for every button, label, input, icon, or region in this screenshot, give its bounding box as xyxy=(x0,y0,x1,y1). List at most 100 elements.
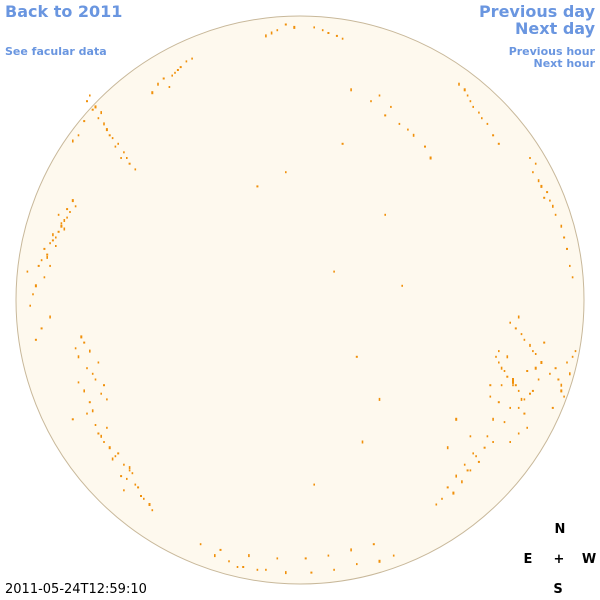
facula-point xyxy=(123,151,125,154)
facula-point xyxy=(270,31,273,35)
facula-point xyxy=(392,554,395,557)
facula-point xyxy=(472,105,474,108)
facula-point xyxy=(265,34,267,38)
next-hour-link[interactable]: Next hour xyxy=(533,57,596,70)
facula-point xyxy=(341,37,344,40)
facula-point xyxy=(111,457,114,461)
facula-point xyxy=(34,338,37,341)
facula-point xyxy=(455,474,457,478)
facula-point xyxy=(88,401,91,404)
faculae-points xyxy=(26,23,577,575)
facula-point xyxy=(509,321,511,324)
facula-point xyxy=(128,466,131,470)
facula-point xyxy=(512,378,514,381)
facula-point xyxy=(276,29,279,32)
facula-point xyxy=(571,355,574,358)
facula-point xyxy=(569,264,571,267)
facula-point xyxy=(390,105,392,108)
previous-hour-link[interactable]: Previous hour xyxy=(508,45,595,58)
facula-point xyxy=(466,469,469,472)
facula-point xyxy=(517,389,520,392)
facula-point xyxy=(446,486,449,489)
facula-point xyxy=(40,259,43,262)
back-to-year-link[interactable]: Back to 2011 xyxy=(5,2,123,21)
facula-point xyxy=(543,196,546,199)
compass-center-cross: + xyxy=(553,552,565,567)
facula-point xyxy=(520,333,523,336)
facula-point xyxy=(537,378,540,381)
facula-point xyxy=(49,264,51,267)
facula-point xyxy=(114,455,117,458)
facula-point xyxy=(52,233,54,237)
facula-point xyxy=(91,409,94,413)
facula-point xyxy=(126,157,128,159)
facula-point xyxy=(350,88,352,92)
facula-point xyxy=(492,441,494,443)
facula-point xyxy=(532,350,534,353)
facula-point xyxy=(540,184,543,188)
previous-day-link[interactable]: Previous day xyxy=(478,2,595,21)
facula-point xyxy=(506,355,509,359)
facula-point xyxy=(43,276,46,279)
facula-point xyxy=(492,134,495,137)
facula-point xyxy=(137,486,140,489)
facula-point xyxy=(94,378,97,381)
facula-point xyxy=(481,117,483,120)
facula-point xyxy=(185,60,188,63)
facula-point xyxy=(86,100,88,103)
facula-point xyxy=(469,435,472,438)
facula-point xyxy=(60,224,63,228)
facula-point xyxy=(503,421,506,424)
facula-point xyxy=(534,366,537,370)
compass-east-label: E xyxy=(523,552,533,567)
facula-point xyxy=(540,361,543,364)
facula-point xyxy=(285,171,287,174)
facula-point xyxy=(293,25,296,29)
facula-point xyxy=(100,111,102,115)
facula-point xyxy=(199,543,202,546)
facula-point xyxy=(551,406,554,409)
see-facular-data-link[interactable]: See facular data xyxy=(5,45,107,58)
facula-point xyxy=(86,367,88,370)
facula-point xyxy=(219,548,222,551)
facula-point xyxy=(554,367,557,370)
facula-point xyxy=(489,384,492,387)
facula-point xyxy=(398,122,401,125)
facula-point xyxy=(520,397,523,401)
facula-point xyxy=(143,497,145,500)
facula-point xyxy=(176,69,179,71)
facula-point xyxy=(549,372,551,375)
facula-point xyxy=(304,557,307,560)
facula-point xyxy=(284,23,287,26)
facula-point xyxy=(486,435,489,438)
facula-point xyxy=(569,372,571,376)
facula-point xyxy=(523,398,526,401)
facula-point xyxy=(55,236,57,239)
facula-point xyxy=(517,432,520,435)
facula-point xyxy=(40,327,43,330)
facula-point xyxy=(560,224,563,228)
facula-point xyxy=(378,559,381,563)
facula-point xyxy=(560,389,563,393)
facula-point xyxy=(401,284,403,287)
facula-point xyxy=(407,128,409,131)
facula-point xyxy=(313,483,315,486)
facula-point xyxy=(446,446,449,450)
facula-point xyxy=(469,469,472,472)
facula-point xyxy=(523,412,526,415)
facula-point xyxy=(265,568,267,571)
facula-point xyxy=(313,26,315,29)
facula-point xyxy=(256,185,259,188)
facula-point xyxy=(126,477,128,480)
facula-point xyxy=(571,276,574,279)
facula-point xyxy=(477,460,480,463)
facula-point xyxy=(214,554,216,558)
facula-point xyxy=(321,29,324,32)
next-day-link[interactable]: Next day xyxy=(515,19,595,38)
facula-point xyxy=(327,554,330,557)
facula-point xyxy=(526,426,528,429)
facula-point xyxy=(100,434,102,438)
facula-point xyxy=(566,247,568,250)
facula-point xyxy=(552,204,554,208)
